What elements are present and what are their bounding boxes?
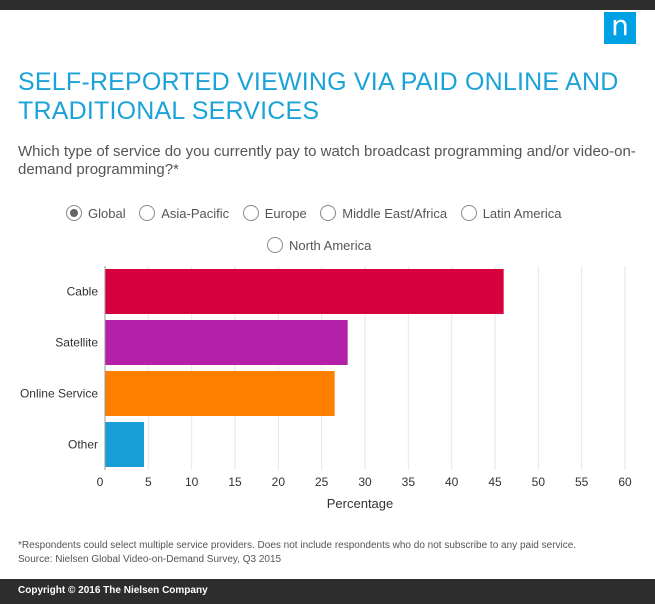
radio-label: Latin America	[482, 205, 562, 221]
radio-button-selected-icon[interactable]	[66, 205, 82, 221]
bar-other	[105, 422, 144, 467]
radio-button-icon[interactable]	[242, 205, 259, 221]
radio-button-icon[interactable]	[267, 237, 283, 253]
radio-europe[interactable]: Europe	[242, 205, 307, 221]
footnote-source: Source: Nielsen Global Video-on-Demand S…	[18, 554, 282, 565]
radio-middle-east-africa[interactable]: Middle East/Africa	[320, 205, 447, 221]
category-label: Other	[68, 438, 98, 452]
radio-label: North America	[289, 237, 372, 253]
x-tick-label: 60	[618, 475, 632, 489]
chart-title: SELF-REPORTED VIEWING VIA PAID ONLINE AN…	[18, 68, 619, 125]
x-tick-label: 40	[445, 475, 459, 489]
x-axis-title: Percentage	[327, 496, 394, 511]
x-tick-label: 5	[145, 475, 152, 489]
nielsen-logo: n	[604, 12, 636, 44]
footnote-note: *Respondents could select multiple servi…	[18, 540, 577, 551]
category-label: Online Service	[20, 387, 98, 401]
radio-label: Asia-Pacific	[161, 205, 230, 221]
x-tick-label: 15	[228, 475, 242, 489]
survey-question: Which type of service do you currently p…	[18, 143, 636, 178]
region-radio-group-row2: North America	[267, 237, 381, 256]
radio-button-icon[interactable]	[139, 205, 156, 221]
category-label: Satellite	[55, 336, 98, 350]
x-tick-label: 45	[488, 475, 502, 489]
radio-label: Europe	[264, 205, 307, 221]
bar-satellite	[105, 320, 348, 365]
radio-latin-america[interactable]: Latin America	[460, 205, 562, 221]
bar-online-service	[105, 371, 335, 416]
radio-north-america[interactable]: North America	[267, 237, 371, 253]
x-tick-label: 50	[532, 475, 546, 489]
radio-label: Middle East/Africa	[342, 205, 448, 221]
x-tick-label: 10	[185, 475, 199, 489]
x-tick-label: 0	[97, 475, 104, 489]
footer-bar: Copyright © 2016 The Nielsen Company	[0, 579, 655, 604]
region-radio-group: Global Asia-Pacific Europe Middle East/A…	[66, 205, 571, 224]
x-tick-label: 20	[272, 475, 286, 489]
copyright-text: Copyright © 2016 The Nielsen Company	[18, 585, 208, 596]
x-tick-label: 35	[402, 475, 416, 489]
radio-asia-pacific[interactable]: Asia-Pacific	[139, 205, 229, 221]
x-tick-label: 30	[358, 475, 372, 489]
top-bar	[0, 0, 655, 10]
category-label: Cable	[67, 285, 99, 299]
radio-global[interactable]: Global	[66, 205, 126, 221]
bar-cable	[105, 269, 504, 314]
x-tick-label: 25	[315, 475, 329, 489]
x-tick-label: 55	[575, 475, 589, 489]
radio-button-icon[interactable]	[460, 205, 477, 221]
footnote: *Respondents could select multiple servi…	[18, 539, 648, 567]
radio-label: Global	[88, 205, 126, 221]
radio-button-icon[interactable]	[320, 205, 337, 221]
bar-chart: Cable Satellite Online Service Other 0 5 10 15 2…	[20, 266, 632, 511]
